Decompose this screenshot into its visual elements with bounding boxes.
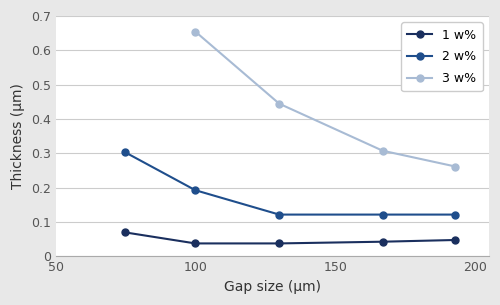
1 w% (452, 238, 458, 242)
Y-axis label: Thickness (μm): Thickness (μm) (11, 83, 25, 189)
Line: 1 w%: 1 w% (122, 229, 459, 247)
1 w% (192, 242, 198, 245)
2 w% (276, 213, 282, 217)
1 w% (380, 240, 386, 243)
2 w% (122, 151, 128, 154)
Line: 2 w%: 2 w% (122, 149, 459, 218)
Legend: 1 w%, 2 w%, 3 w%: 1 w%, 2 w%, 3 w% (401, 22, 482, 92)
X-axis label: Gap size (μm): Gap size (μm) (224, 280, 320, 294)
2 w% (192, 188, 198, 192)
3 w% (192, 30, 198, 33)
3 w% (276, 102, 282, 106)
Line: 3 w%: 3 w% (192, 28, 459, 170)
2 w% (452, 213, 458, 217)
3 w% (380, 149, 386, 152)
3 w% (452, 165, 458, 168)
1 w% (122, 231, 128, 234)
2 w% (380, 213, 386, 217)
1 w% (276, 242, 282, 245)
